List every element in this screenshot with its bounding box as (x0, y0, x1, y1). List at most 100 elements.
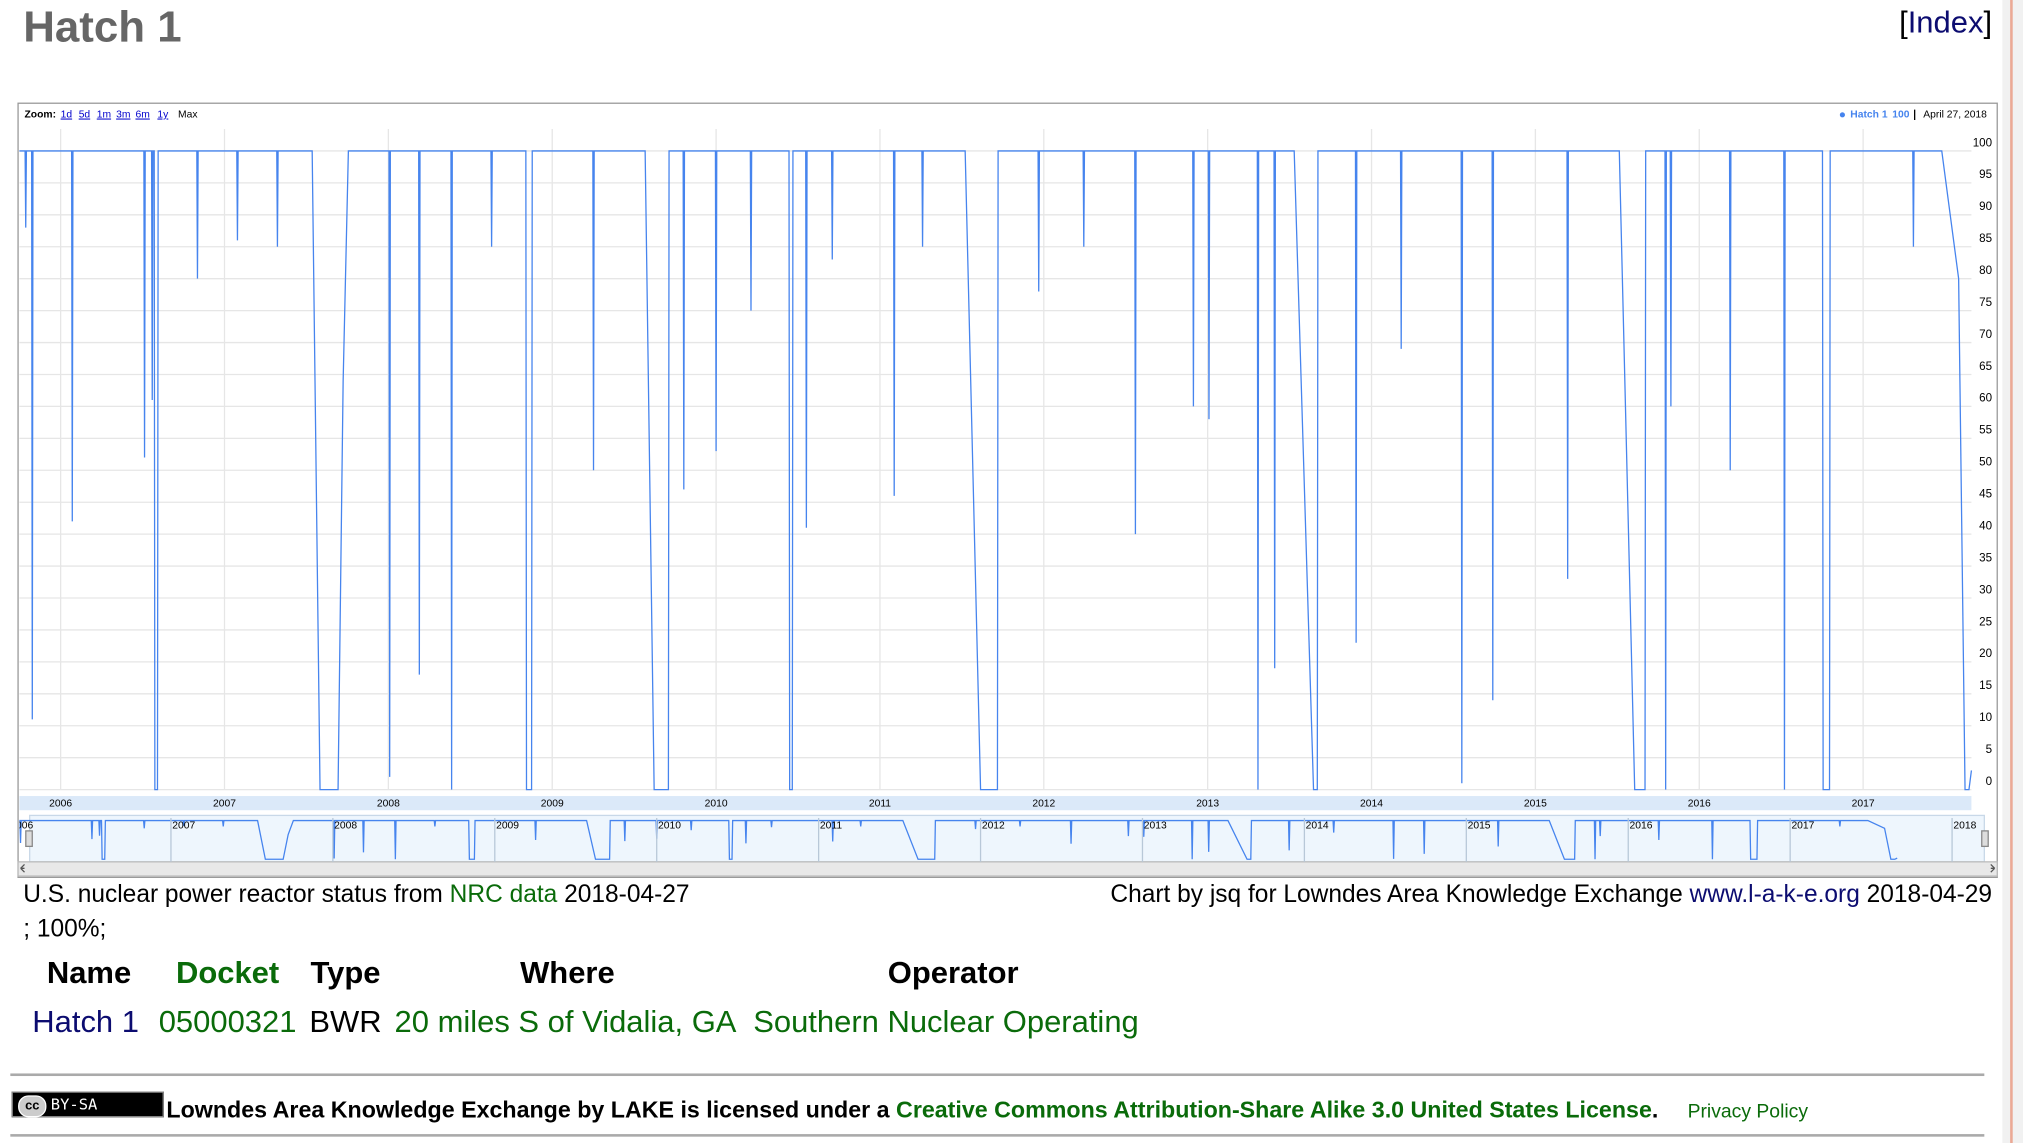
x-axis-band (19, 796, 1972, 811)
x-tick-label: 2016 (1688, 799, 1711, 810)
zoom-option[interactable]: Max (178, 110, 198, 121)
x-tick-label: 2009 (541, 799, 564, 810)
y-tick-label: 65 (1979, 360, 1992, 373)
legend-date: April 27, 2018 (1923, 110, 1987, 121)
navigator-tick-label: 2007 (172, 820, 195, 831)
license-line: Lowndes Area Knowledge Exchange by LAKE … (166, 1097, 1658, 1124)
navigator-tick-label: 2008 (334, 820, 357, 831)
y-tick-label: 40 (1979, 519, 1992, 532)
scroll-thumb[interactable] (2010, 0, 2013, 1143)
chart-frame (17, 102, 1998, 878)
privacy-link[interactable]: Privacy Policy (1687, 1100, 1809, 1123)
x-tick-label: 2015 (1524, 799, 1547, 810)
navigator-tick-label: 2018 (1953, 820, 1976, 831)
y-tick-label: 70 (1979, 328, 1992, 341)
navigator-tick-label: 2013 (1144, 820, 1167, 831)
navigator-tick-label: 2012 (982, 820, 1005, 831)
x-tick-label: 2010 (705, 799, 728, 810)
where-cell[interactable]: 20 miles S of Vidalia, GA (394, 1005, 737, 1040)
operator-cell[interactable]: Southern Nuclear Operating (753, 1005, 1139, 1040)
x-tick-label: 2014 (1360, 799, 1383, 810)
x-tick-label: 2007 (213, 799, 236, 810)
bracket: [ (1899, 5, 1908, 40)
zoom-option[interactable]: 1d (61, 110, 73, 121)
y-tick-label: 45 (1979, 488, 1992, 501)
zoom-option[interactable]: 1m (97, 110, 111, 121)
y-tick-label: 60 (1979, 392, 1992, 405)
navigator-handle[interactable] (25, 830, 33, 848)
navigator-tick-label: 2016 (1630, 820, 1653, 831)
y-tick-label: 25 (1979, 615, 1992, 628)
zoom-option[interactable]: 6m (135, 110, 149, 121)
name-cell[interactable]: Hatch 1 (32, 1005, 139, 1040)
x-tick-label: 2017 (1852, 799, 1875, 810)
legend-name: Hatch 1 (1850, 110, 1888, 121)
legend-value: 100 (1892, 110, 1909, 121)
index-nav: [Index] (1899, 5, 1992, 41)
data-row: Hatch 1 05000321 BWR 20 miles S of Vidal… (26, 999, 1160, 1048)
scroll-arrows[interactable] (20, 863, 1996, 873)
zoom-label: Zoom: (25, 110, 57, 121)
header-cell: Operator (887, 956, 1019, 991)
header-cell: Where (520, 956, 615, 991)
docket-cell[interactable]: 05000321 (158, 1005, 297, 1040)
caption-date: 2018-04-27 (564, 881, 690, 909)
y-tick-label: 100 (1973, 136, 1992, 149)
license-text: Lowndes Area Knowledge Exchange by LAKE … (166, 1096, 890, 1123)
license-end: . (1651, 1096, 1659, 1123)
y-tick-label: 0 (1986, 775, 1992, 788)
x-tick-label: 2008 (377, 799, 400, 810)
zoom-option[interactable]: 1y (157, 110, 169, 121)
navigator[interactable] (29, 814, 1985, 863)
navigator-axis: 2006 2007 2008 2009 2010 2011 2012 2013 2014 2015… (10, 817, 1977, 862)
y-tick-label: 90 (1979, 200, 1992, 213)
index-link[interactable]: Index (1907, 5, 1984, 40)
navigator-tick-label: 2010 (658, 820, 681, 831)
status-text: ; 100%; (23, 916, 107, 944)
caption-text: U.S. nuclear power reactor status from (23, 881, 443, 909)
navigator-plot (19, 819, 1898, 860)
header-cell: Type (310, 956, 381, 991)
y-tick-label: 95 (1979, 168, 1992, 181)
license-link[interactable]: Creative Commons Attribution-Share Alike… (896, 1096, 1652, 1123)
page-title: Hatch 1 (23, 2, 182, 52)
navigator-tick-label: 2006 (10, 820, 33, 831)
y-tick-label: 85 (1979, 232, 1992, 245)
navigator-tick-label: 2014 (1306, 820, 1329, 831)
y-tick-label: 35 (1979, 551, 1992, 564)
y-tick-label: 20 (1979, 647, 1992, 660)
scrollbar[interactable] (2002, 0, 2023, 1143)
x-tick-label: 2013 (1196, 799, 1219, 810)
legend-marker (1839, 112, 1845, 118)
navigator-scrollbar[interactable] (17, 861, 1998, 877)
cc-badge[interactable]: cc BY-SA (11, 1091, 164, 1118)
x-tick-label: 2011 (869, 799, 891, 810)
y-tick-label: 75 (1979, 296, 1992, 309)
lake-link[interactable]: www.l-a-k-e.org (1689, 881, 1860, 909)
header-cell[interactable]: Docket (175, 956, 280, 991)
navigator-handle[interactable] (1981, 830, 1989, 848)
caption-date: 2018-04-29 (1866, 881, 1993, 909)
nrc-link[interactable]: NRC data (449, 881, 558, 909)
y-tick-label: 50 (1979, 456, 1992, 469)
x-tick-label: 2012 (1032, 799, 1055, 810)
navigator-line (19, 819, 1898, 860)
caption-right: Chart by jsq for Lowndes Area Knowledge … (1110, 881, 1992, 909)
y-tick-label: 55 (1979, 424, 1992, 437)
divider (10, 1073, 1985, 1077)
bracket: ] (1983, 5, 1993, 40)
x-tick-label: 2006 (49, 799, 72, 810)
zoom-option[interactable]: 3m (116, 110, 130, 121)
header-cell: Name (46, 956, 132, 991)
zoom-option[interactable]: 5d (79, 110, 91, 121)
caption-left: U.S. nuclear power reactor status from N… (23, 881, 689, 909)
navigator-tick-label: 2015 (1468, 820, 1491, 831)
caption-text: Chart by jsq for Lowndes Area Knowledge … (1110, 881, 1683, 909)
header-row: Name Docket Type Where Operator (26, 950, 1160, 999)
y-tick-label: 80 (1979, 264, 1992, 277)
divider (10, 1134, 1985, 1137)
chart: 0 5 10 15 20 25 30 35 40 45 50 55 60 65 70 75 80 85 90 95 10… (10, 102, 1998, 878)
